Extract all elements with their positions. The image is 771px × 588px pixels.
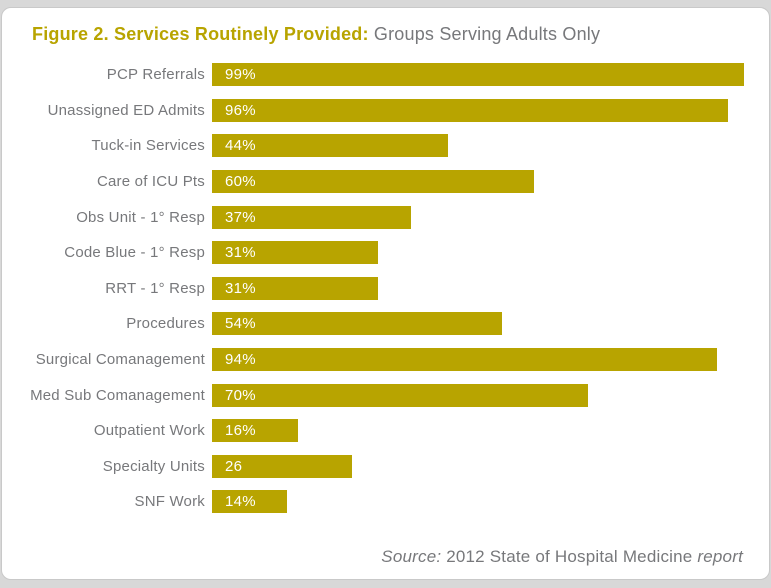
bar-value: 60% [225, 173, 256, 191]
bar-label: Med Sub Comanagement [30, 386, 205, 404]
figure-title-rest: Groups Serving Adults Only [368, 24, 601, 44]
figure-title-bold: Figure 2. Services Routinely Provided: [32, 24, 369, 44]
bar: 31% [212, 276, 379, 300]
bar-value: 94% [225, 351, 256, 369]
chart-row: Med Sub Comanagement 70% [2, 377, 749, 413]
bar-track: 16% [212, 419, 749, 443]
bar-label: Unassigned ED Admits [47, 101, 205, 119]
bar-label: Care of ICU Pts [96, 173, 205, 191]
chart-row: SNF Work 14% [2, 484, 749, 520]
bar: 44% [212, 134, 449, 158]
chart-row: Specialty Units 26 [2, 449, 749, 485]
chart-row: Code Blue - 1° Resp 31% [2, 235, 749, 271]
bar-value: 14% [225, 493, 256, 511]
chart-rows: PCP Referrals 99% Unassigned ED Admits 96% T… [2, 57, 769, 520]
bar: 54% [212, 312, 502, 336]
chart-row: Outpatient Work 16% [2, 413, 749, 449]
bar-value: 26 [225, 457, 243, 475]
bar: 60% [212, 170, 535, 194]
bar-value: 96% [225, 101, 256, 119]
bar: 14% [212, 490, 288, 514]
chart-row: PCP Referrals 99% [2, 57, 749, 93]
bar-track: 44% [212, 134, 749, 158]
chart-row: Care of ICU Pts 60% [2, 164, 749, 200]
bar: 70% [212, 383, 588, 407]
bar-track: 31% [212, 276, 749, 300]
bar-track: 70% [212, 383, 749, 407]
bar-track: 60% [212, 170, 749, 194]
bar-label: Surgical Comanagement [35, 351, 205, 369]
bar: 94% [212, 348, 717, 372]
bar-track: 94% [212, 348, 749, 372]
bar-label: SNF Work [134, 493, 205, 511]
bar-value: 44% [225, 137, 256, 155]
bar-label: Outpatient Work [93, 422, 205, 440]
source-suffix: report [697, 547, 743, 566]
figure-title: Figure 2. Services Routinely Provided: G… [2, 8, 769, 49]
bar-label: Tuck-in Services [91, 137, 205, 155]
bar-track: 14% [212, 490, 749, 514]
figure-card: Figure 2. Services Routinely Provided: G… [1, 7, 770, 580]
bar-label: Code Blue - 1° Resp [64, 244, 205, 262]
chart-row: Tuck-in Services 44% [2, 128, 749, 164]
bar-track: 96% [212, 98, 749, 122]
bar-track: 26 [212, 454, 749, 478]
chart-row: RRT - 1° Resp 31% [2, 271, 749, 307]
source-prefix: Source: [381, 547, 442, 566]
bar-value: 70% [225, 386, 256, 404]
bar-value: 37% [225, 208, 256, 226]
bar-track: 54% [212, 312, 749, 336]
bar: 31% [212, 241, 379, 265]
bar-label: Obs Unit - 1° Resp [76, 208, 205, 226]
bar-label: Specialty Units [102, 457, 205, 475]
bar-label: RRT - 1° Resp [105, 279, 205, 297]
chart-row: Procedures 54% [2, 306, 749, 342]
bar: 37% [212, 205, 411, 229]
bar: 99% [212, 63, 744, 87]
bar-value: 31% [225, 279, 256, 297]
bar-value: 31% [225, 244, 256, 262]
chart-row: Obs Unit - 1° Resp 37% [2, 199, 749, 235]
bar-track: 99% [212, 63, 749, 87]
bar-value: 16% [225, 422, 256, 440]
bar-value: 54% [225, 315, 256, 333]
bar-track: 31% [212, 241, 749, 265]
chart-row: Surgical Comanagement 94% [2, 342, 749, 378]
bar: 16% [212, 419, 298, 443]
chart-row: Unassigned ED Admits 96% [2, 93, 749, 129]
bar: 26 [212, 454, 352, 478]
bar-track: 37% [212, 205, 749, 229]
bar-value: 99% [225, 66, 256, 84]
bar-label: PCP Referrals [106, 66, 205, 84]
source-middle: 2012 State of Hospital Medicine [441, 547, 698, 566]
source-note: Source: 2012 State of Hospital Medicine … [381, 547, 743, 567]
bar: 96% [212, 98, 728, 122]
bar-label: Procedures [126, 315, 205, 333]
